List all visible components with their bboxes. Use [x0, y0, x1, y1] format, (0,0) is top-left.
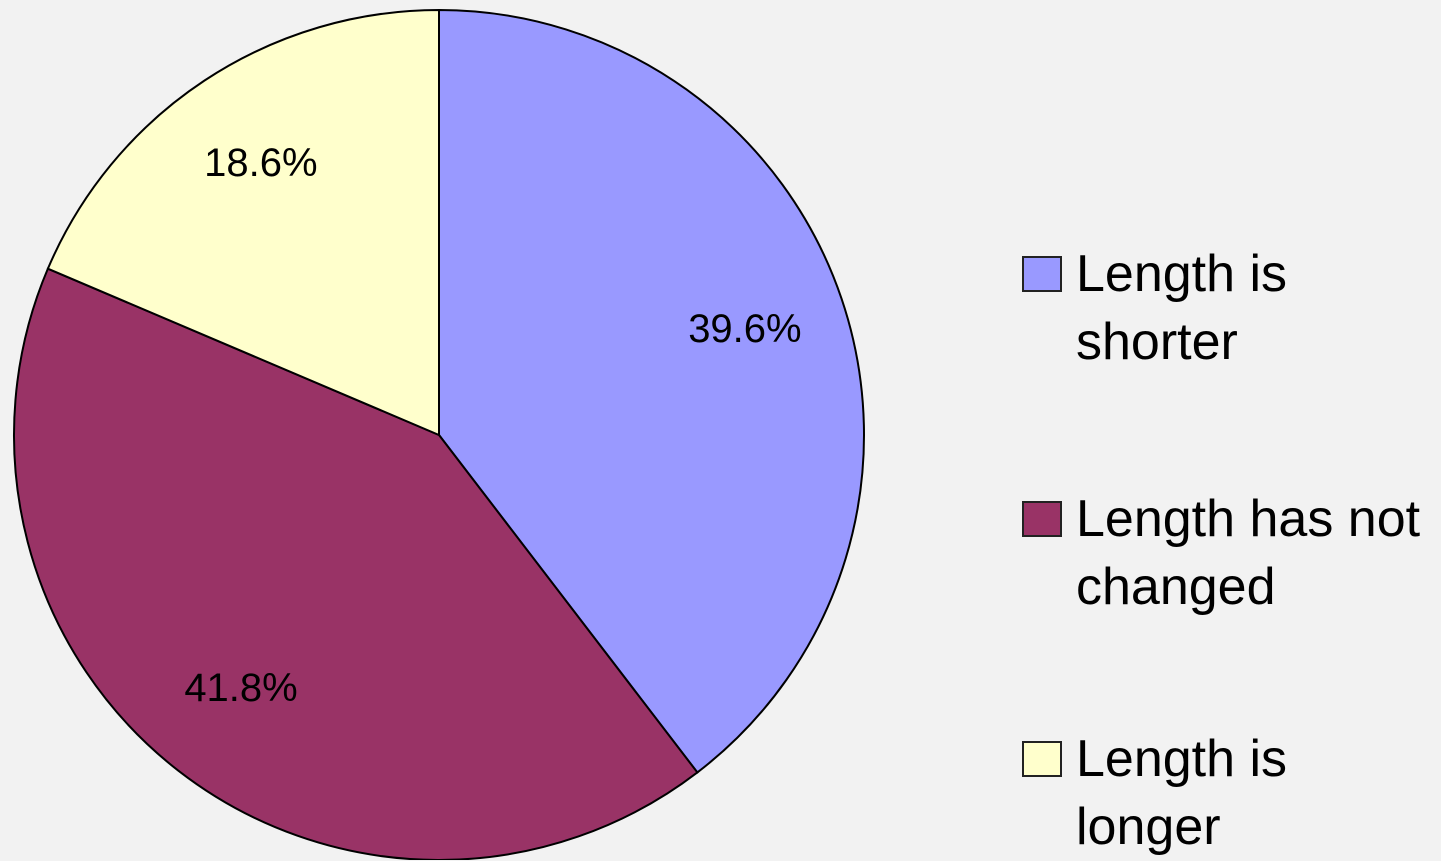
legend-label: Length is longer: [1076, 730, 1288, 856]
legend-item: Length is longer: [1022, 725, 1426, 861]
pie-slice: [438, 8, 865, 774]
legend-label: Length has not changed: [1076, 490, 1421, 616]
pie-slice: [46, 8, 440, 437]
legend-swatch: [1022, 741, 1062, 777]
legend: Length is shorter Length has not changed L…: [1022, 0, 1441, 860]
data-label: 41.8%: [184, 666, 297, 710]
legend-swatch: [1022, 256, 1062, 292]
legend-item: Length has not changed: [1022, 485, 1426, 621]
legend-item: Length is shorter: [1022, 240, 1426, 376]
data-label: 39.6%: [688, 307, 801, 351]
pie-slice: [13, 267, 699, 860]
legend-swatch: [1022, 501, 1062, 537]
data-label: 18.6%: [204, 141, 317, 185]
legend-label: Length is shorter: [1076, 245, 1288, 371]
